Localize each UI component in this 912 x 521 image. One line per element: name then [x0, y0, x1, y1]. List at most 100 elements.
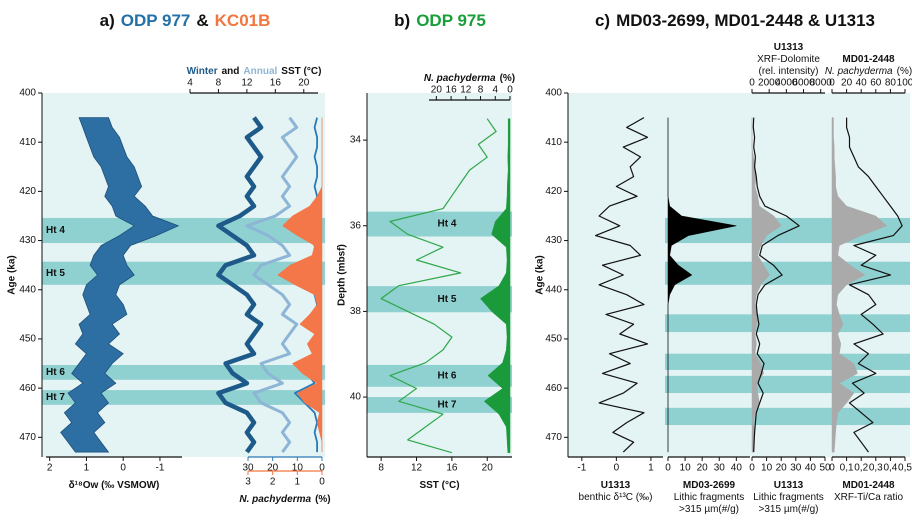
series-area — [831, 117, 888, 453]
y-tick-label: 450 — [19, 334, 36, 345]
x-tick-label: 16 — [270, 78, 282, 89]
y-tick-label: 40 — [350, 392, 362, 403]
axis-label: MD01-2448 — [842, 480, 895, 491]
axis-label: XRF-Dolomite — [757, 54, 820, 65]
x-tick-label: 30 — [790, 463, 802, 474]
x-tick-label: 0 — [614, 463, 620, 474]
y-tick-label: 430 — [545, 235, 562, 246]
y-tick-label: 460 — [19, 383, 36, 394]
x-tick-label: -1 — [577, 463, 586, 474]
label-part: (%) — [500, 73, 516, 84]
axis-label: >315 µm(#/g) — [679, 504, 739, 515]
axis-label: U1313 — [774, 480, 804, 491]
axis-label: Lithic fragments — [753, 492, 824, 503]
label-part: U1313 — [601, 480, 631, 491]
y-axis-label: Age (ka) — [535, 255, 546, 294]
label-part: (%) — [897, 66, 912, 77]
series-area — [480, 118, 511, 453]
title-part: ODP 977 — [121, 11, 191, 30]
panel-title: c) MD03-2699, MD01-2448 & U1313 — [595, 11, 875, 30]
y-tick-label: 470 — [19, 432, 36, 443]
series-area — [667, 117, 737, 453]
event-band — [665, 353, 910, 370]
label-part: MD01-2448 — [842, 54, 895, 65]
x-tick-label: 10 — [761, 463, 773, 474]
x-tick-label: 100 — [897, 78, 912, 89]
panel-title: b) ODP 975 — [394, 11, 486, 30]
axis-label: N. pachyderma (%) — [825, 66, 912, 77]
x-tick-label: 10 — [680, 463, 692, 474]
series-line — [380, 118, 497, 454]
y-tick-label: 38 — [350, 306, 362, 317]
band-label: Ht 5 — [438, 294, 457, 305]
x-tick-label: 50 — [819, 463, 831, 474]
event-band — [367, 211, 512, 237]
label-part: Lithic fragments — [753, 492, 824, 503]
y-tick-label: 400 — [545, 88, 562, 99]
y-tick-label: 460 — [545, 383, 562, 394]
x-tick-label: 2 — [47, 463, 53, 474]
x-tick-label: 1 — [295, 477, 301, 488]
label-part: Annual — [243, 66, 277, 77]
label-part: SST (°C) — [281, 66, 321, 77]
x-tick-label: 60 — [870, 78, 882, 89]
band-label: Ht 6 — [438, 370, 457, 381]
title-part: ODP 975 — [416, 11, 486, 30]
event-band — [665, 375, 910, 394]
axis-label: (rel. intensity) — [758, 66, 818, 77]
x-tick-label: 12 — [411, 463, 423, 474]
x-tick-label: 40 — [856, 78, 868, 89]
label-part: N. pachyderma — [424, 73, 496, 84]
x-tick-label: 0 — [507, 85, 513, 96]
axis-label: >315 µm(#/g) — [759, 504, 819, 515]
y-tick-label: 440 — [19, 284, 36, 295]
panel-title: a) ODP 977 & KC01B — [100, 11, 271, 30]
x-tick-label: 30 — [714, 463, 726, 474]
x-tick-label: 20 — [482, 463, 494, 474]
label-part: MD01-2448 — [842, 480, 895, 491]
x-tick-label: 2000 — [758, 78, 781, 89]
y-axis-label: Depth (mbsf) — [337, 244, 348, 306]
x-tick-label: 0 — [665, 463, 671, 474]
axis-label: δ¹⁸Ow (‰ VSMOW) — [69, 480, 160, 491]
series-line — [752, 117, 800, 453]
band-label: Ht 5 — [46, 268, 65, 279]
event-band — [665, 314, 910, 333]
series-line — [245, 116, 299, 453]
x-tick-label: 20 — [697, 463, 709, 474]
x-tick-label: 20 — [298, 78, 310, 89]
x-tick-label: 8 — [478, 85, 484, 96]
y-tick-label: 420 — [19, 186, 36, 197]
x-tick-label: 0 — [319, 477, 325, 488]
axis-label: U1313 — [601, 480, 631, 491]
band-label: Ht 4 — [46, 225, 65, 236]
x-tick-label: 40 — [805, 463, 817, 474]
axis-label: SST (°C) — [419, 480, 459, 491]
x-tick-label: 2 — [270, 477, 276, 488]
label-part: Winter — [187, 66, 218, 77]
x-tick-label: 20 — [431, 85, 443, 96]
label-part: >315 µm(#/g) — [759, 504, 819, 515]
x-tick-label: 8 — [216, 78, 222, 89]
x-tick-label: 4 — [492, 85, 498, 96]
x-tick-label: -1 — [155, 463, 164, 474]
x-tick-label: 12 — [460, 85, 472, 96]
label-part: U1313 — [774, 480, 804, 491]
label-part: Lithic fragments — [674, 492, 745, 503]
x-tick-label: 40 — [731, 463, 743, 474]
label-part: (%) — [315, 494, 331, 505]
axis-label: MD01-2448 — [842, 54, 895, 65]
panel-label: b) — [394, 11, 410, 30]
y-tick-label: 450 — [545, 334, 562, 345]
series-line — [846, 117, 903, 453]
label-part: N. pachyderma — [239, 494, 311, 505]
panel-label: a) — [100, 11, 115, 30]
event-band — [367, 397, 512, 413]
x-tick-label: 0 — [829, 463, 835, 474]
x-tick-label: 8 — [378, 463, 384, 474]
band-label: Ht 7 — [46, 392, 65, 403]
event-band — [665, 407, 910, 426]
band-label: Ht 6 — [46, 367, 65, 378]
x-tick-label: 1 — [84, 463, 90, 474]
